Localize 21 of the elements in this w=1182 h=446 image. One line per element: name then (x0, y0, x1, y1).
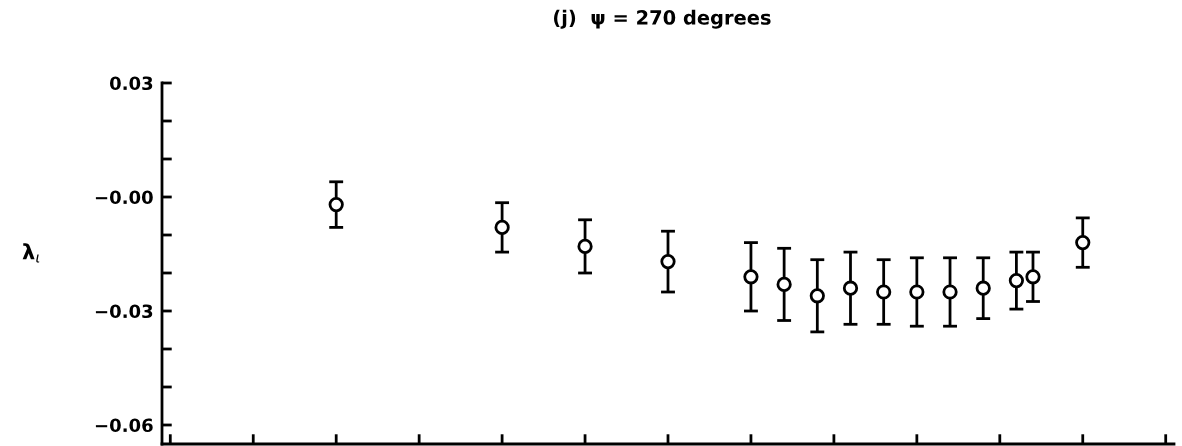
point (1025, 269, 1041, 285)
point (743, 269, 759, 285)
y-tick-label: 0.03 (109, 76, 153, 91)
chart-title: (j) ψ = 270 degrees (554, 9, 771, 29)
point (975, 280, 991, 296)
point (842, 280, 859, 296)
point (577, 238, 593, 254)
y-tick-label: −0.06 (95, 418, 153, 433)
point (328, 197, 344, 213)
y-axis-title: λ$_{ι}$ (22, 243, 40, 263)
point (776, 276, 792, 292)
point (942, 284, 958, 300)
point (909, 284, 925, 300)
point (1008, 273, 1024, 289)
point (494, 219, 510, 235)
point (660, 254, 676, 270)
y-tick-label: −0.03 (95, 304, 153, 319)
point (876, 284, 892, 300)
point (809, 288, 825, 304)
y-tick-label: −0.00 (95, 190, 153, 205)
point (1075, 235, 1091, 251)
